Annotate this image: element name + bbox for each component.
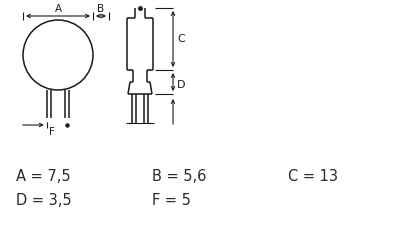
Text: B = 5,6: B = 5,6 <box>152 169 206 184</box>
Text: C: C <box>177 34 185 44</box>
Text: F = 5: F = 5 <box>152 193 191 208</box>
Text: A: A <box>54 4 62 14</box>
Text: D = 3,5: D = 3,5 <box>16 193 72 208</box>
Text: D: D <box>177 80 186 90</box>
Text: B: B <box>98 4 104 14</box>
Text: A = 7,5: A = 7,5 <box>16 169 71 184</box>
Text: F: F <box>49 127 55 137</box>
Text: C = 13: C = 13 <box>288 169 338 184</box>
